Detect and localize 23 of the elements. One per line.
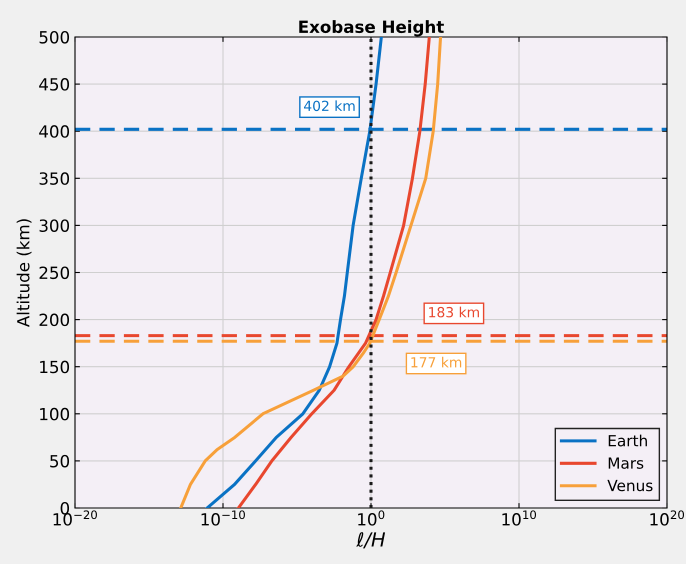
y-tick-label: 350: [40, 172, 70, 185]
x-tick-label: 10$^{−10}$: [202, 510, 245, 526]
y-tick-label: 500: [40, 30, 70, 44]
y-tick-label: 50: [50, 454, 70, 468]
x-axis-title: ℓ/H: [356, 532, 386, 548]
x-tick-label: 10$^{10}$: [502, 510, 536, 526]
ref-line-label: 177 km: [411, 356, 462, 368]
y-tick-label: 300: [40, 219, 70, 232]
y-tick-label: 150: [40, 360, 70, 374]
ref-line-label: 402 km: [304, 100, 355, 112]
ref-line-label: 183 km: [429, 306, 479, 318]
legend-label: Earth: [608, 434, 647, 446]
y-tick-label: 400: [39, 125, 70, 138]
y-tick-label: 200: [40, 314, 70, 326]
y-tick-label: 100: [40, 408, 70, 420]
y-axis-title: Altitude (km): [16, 219, 32, 328]
y-tick-label: 250: [40, 266, 70, 280]
x-tick-label: 10$^{20}$: [650, 510, 684, 526]
chart-title: Exobase Height: [299, 20, 444, 36]
legend-label: Venus: [607, 480, 653, 492]
y-tick-label: 450: [39, 78, 70, 91]
legend-label: Mars: [608, 458, 644, 469]
x-tick-label: 10$^{0}$: [358, 510, 384, 526]
